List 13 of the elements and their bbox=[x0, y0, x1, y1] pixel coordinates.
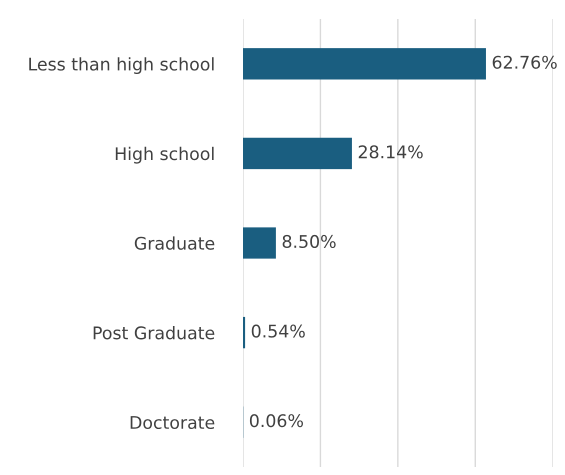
data-label: 0.06% bbox=[250, 414, 303, 428]
y-tick-label: Post Graduate bbox=[94, 326, 214, 340]
bar bbox=[243, 48, 486, 80]
y-tick-label: Less than high school bbox=[29, 57, 214, 74]
data-label: 28.14% bbox=[358, 145, 423, 158]
y-tick-label: Doctorate bbox=[130, 416, 214, 430]
y-tick-label: High school bbox=[116, 146, 214, 164]
data-label: 62.76% bbox=[492, 56, 557, 69]
data-label: 0.54% bbox=[252, 324, 305, 338]
y-tick-label: Graduate bbox=[134, 236, 214, 250]
bar bbox=[243, 227, 276, 259]
bar bbox=[243, 138, 352, 170]
data-label: 8.50% bbox=[282, 234, 336, 248]
